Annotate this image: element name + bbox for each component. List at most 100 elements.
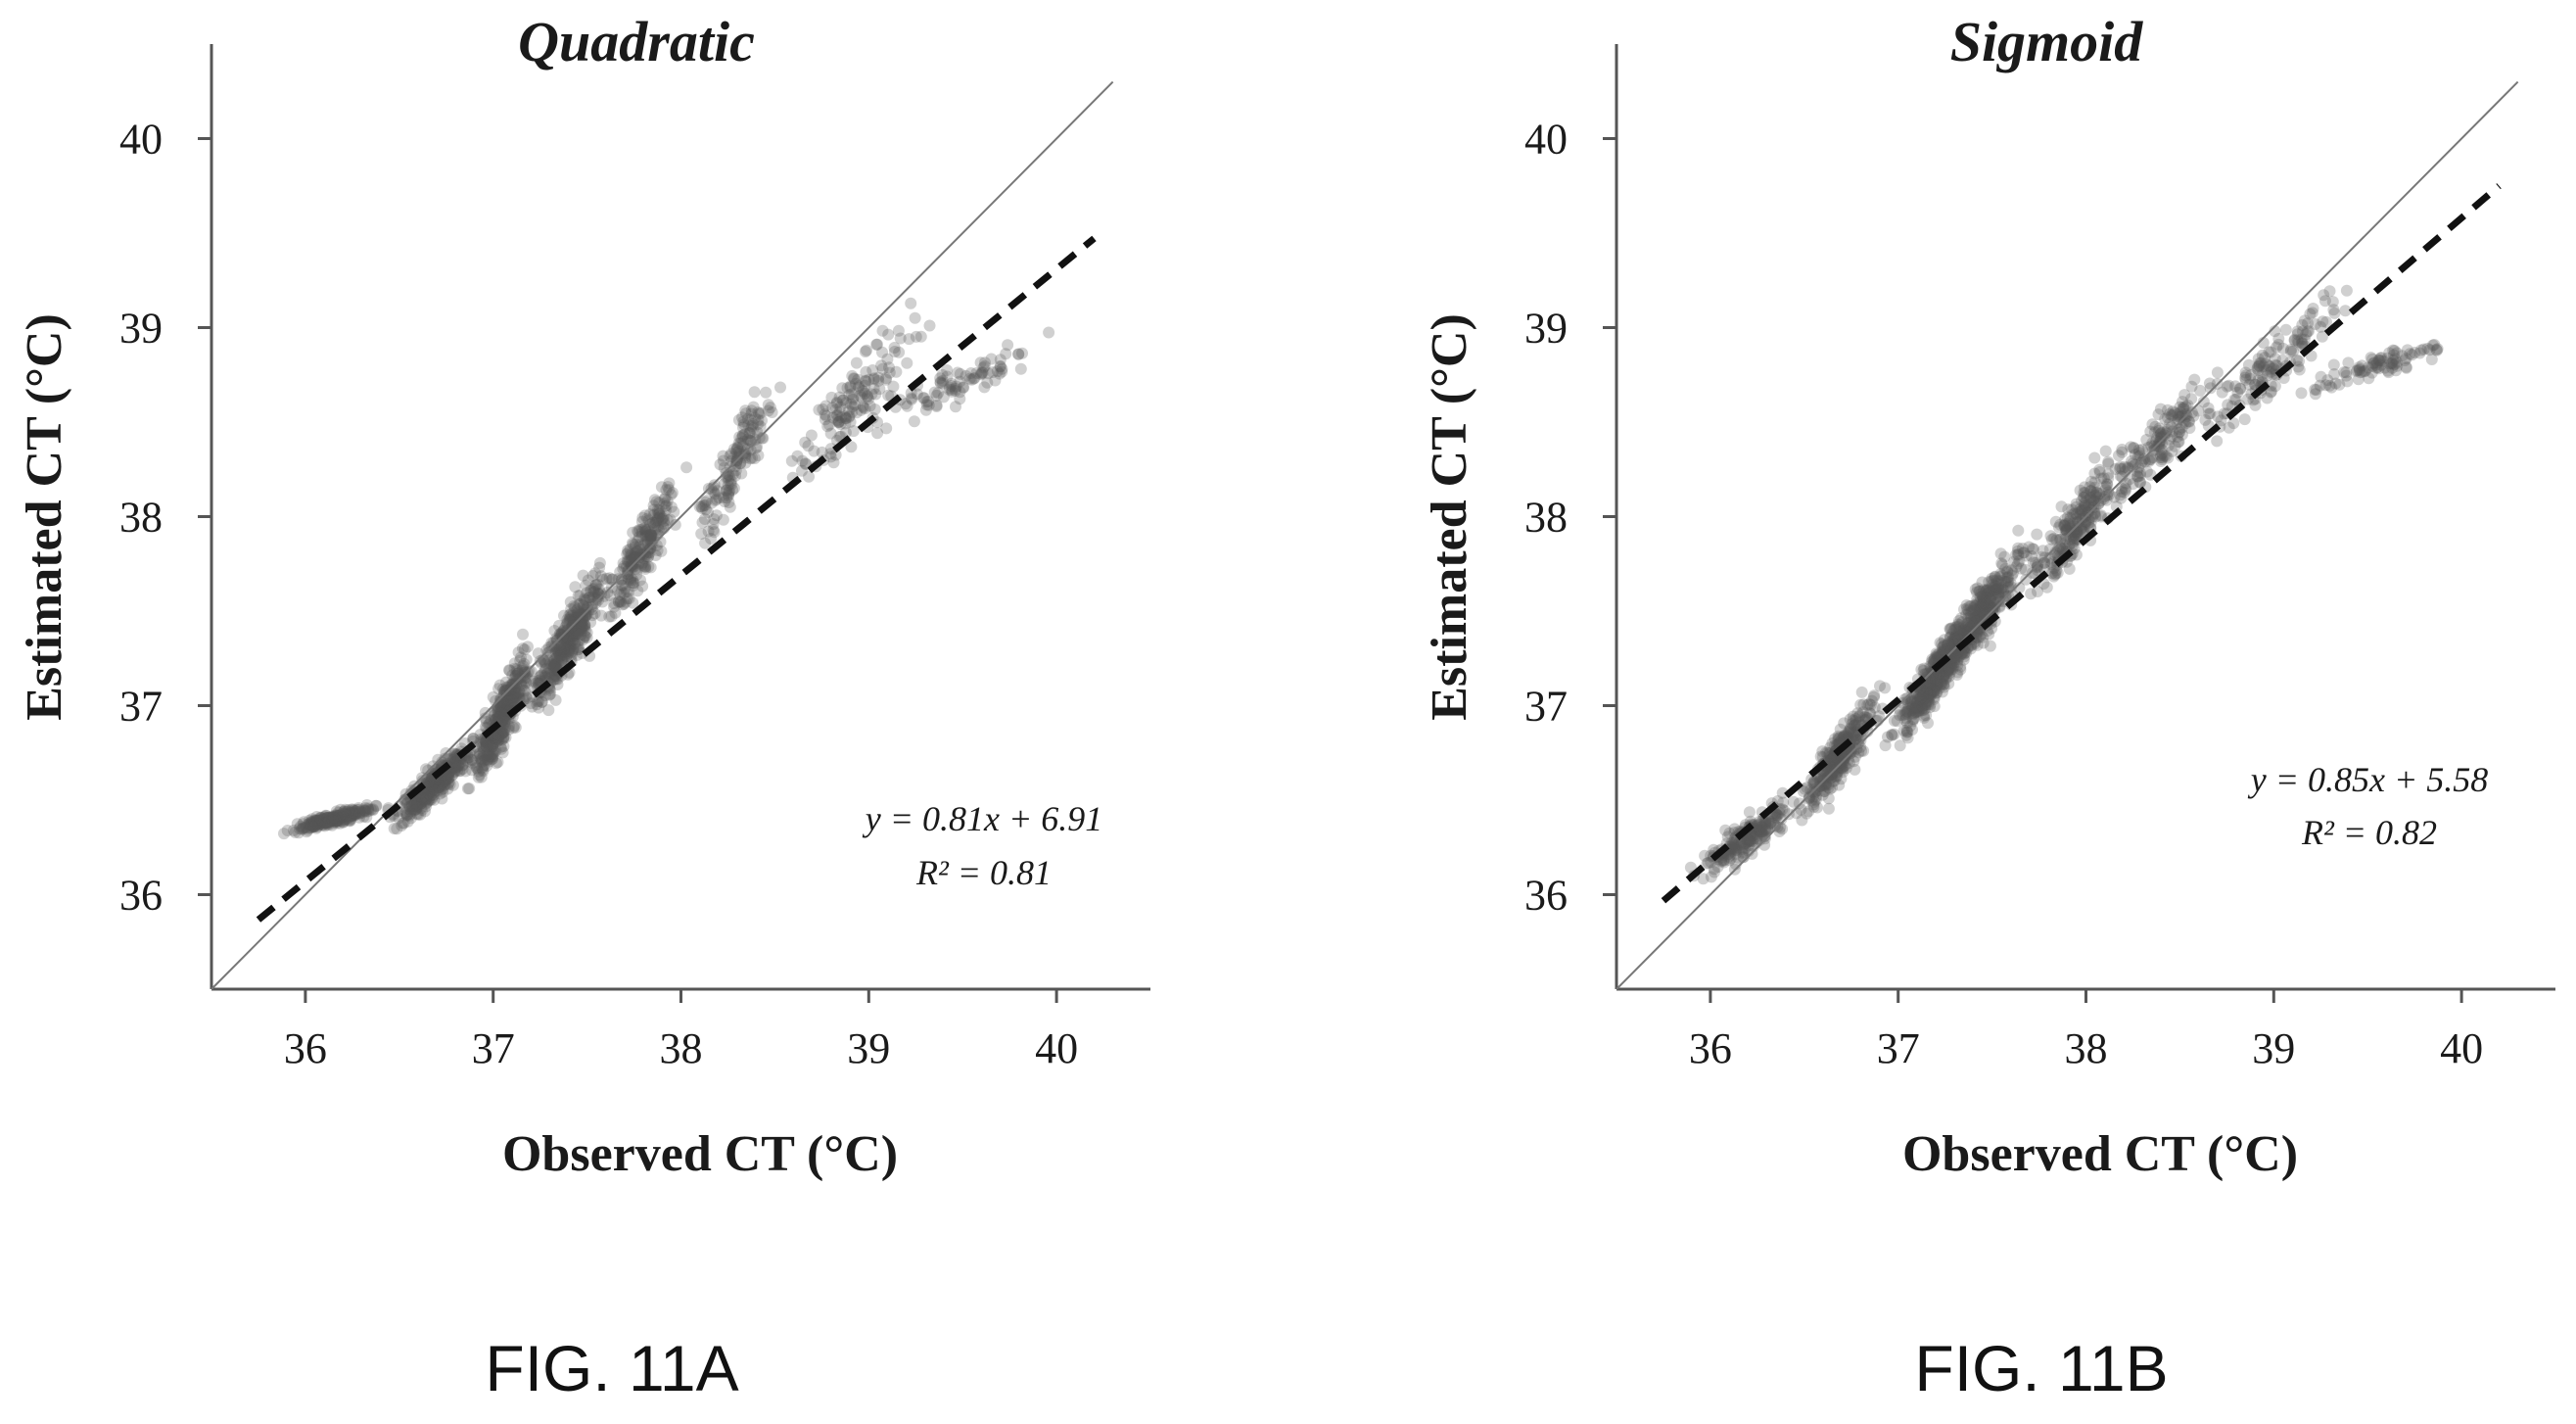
- data-point: [347, 804, 358, 816]
- data-point: [470, 759, 482, 772]
- data-point: [426, 779, 439, 790]
- data-point: [1920, 709, 1933, 722]
- data-point: [518, 657, 531, 670]
- data-point: [427, 786, 440, 799]
- data-point: [501, 692, 514, 705]
- data-point: [591, 591, 604, 603]
- data-point: [954, 393, 966, 405]
- data-point: [717, 450, 729, 462]
- data-point: [321, 816, 334, 829]
- data-point: [306, 820, 319, 831]
- data-point: [315, 814, 328, 827]
- data-point: [707, 481, 720, 494]
- data-point: [553, 643, 566, 656]
- data-point: [442, 783, 454, 795]
- data-point: [454, 765, 467, 777]
- data-point: [446, 761, 459, 774]
- data-point: [348, 804, 360, 817]
- data-point: [299, 822, 311, 834]
- data-point: [2045, 567, 2058, 580]
- data-point: [478, 754, 491, 767]
- data-point: [499, 684, 512, 696]
- data-point: [431, 776, 444, 788]
- data-point: [639, 530, 652, 543]
- data-point: [415, 793, 428, 806]
- data-point: [506, 678, 519, 690]
- data-point: [311, 821, 324, 833]
- data-point: [303, 819, 315, 831]
- data-point: [512, 646, 525, 659]
- data-point: [936, 374, 949, 387]
- data-point: [496, 727, 509, 739]
- data-point: [589, 579, 602, 592]
- data-point: [657, 510, 670, 523]
- data-point: [435, 781, 446, 792]
- data-point: [534, 671, 546, 684]
- data-point: [318, 813, 331, 826]
- data-point: [477, 737, 490, 749]
- data-point: [410, 798, 423, 811]
- data-point: [456, 763, 469, 776]
- data-point: [547, 661, 560, 674]
- data-point: [549, 641, 561, 653]
- data-point: [549, 652, 561, 665]
- data-point: [512, 688, 525, 700]
- data-point: [494, 740, 507, 753]
- data-point: [839, 426, 852, 439]
- data-point: [500, 693, 513, 706]
- data-point: [839, 417, 852, 430]
- data-point: [320, 817, 333, 830]
- data-point: [867, 372, 880, 385]
- data-point: [311, 817, 323, 830]
- data-point: [2005, 564, 2018, 577]
- data-point: [326, 811, 339, 824]
- data-point: [472, 765, 485, 778]
- data-point: [723, 490, 734, 502]
- data-point: [580, 579, 592, 592]
- data-point: [487, 733, 499, 744]
- data-point: [720, 484, 732, 497]
- data-point: [561, 613, 574, 626]
- data-point: [431, 782, 444, 794]
- data-point: [861, 391, 873, 403]
- data-point: [901, 356, 913, 369]
- data-point: [517, 684, 530, 696]
- data-point: [336, 811, 349, 824]
- data-point: [561, 637, 573, 649]
- data-point: [568, 614, 581, 627]
- data-point: [487, 690, 499, 703]
- data-point: [341, 809, 353, 822]
- data-point: [519, 675, 532, 688]
- data-point: [321, 812, 334, 824]
- data-point: [302, 824, 314, 836]
- data-point: [555, 627, 568, 640]
- data-point: [508, 688, 521, 699]
- data-point: [1745, 834, 1757, 847]
- data-point: [579, 630, 591, 642]
- data-point: [329, 809, 342, 822]
- data-point: [510, 680, 522, 692]
- data-point: [919, 403, 932, 416]
- data-point: [680, 461, 693, 474]
- data-point: [569, 601, 582, 614]
- data-point: [351, 807, 362, 820]
- data-point: [443, 772, 455, 784]
- data-point: [336, 810, 348, 823]
- data-point: [411, 795, 424, 808]
- data-point: [496, 727, 509, 738]
- data-point: [643, 508, 656, 521]
- data-point: [443, 772, 455, 784]
- data-point: [854, 389, 866, 402]
- data-point: [653, 503, 666, 516]
- data-point: [872, 374, 885, 387]
- data-point: [342, 812, 354, 825]
- data-point: [340, 810, 352, 823]
- data-point: [639, 529, 652, 542]
- data-point: [977, 361, 990, 374]
- data-point: [574, 590, 586, 601]
- data-point: [727, 482, 740, 495]
- data-point: [993, 367, 1006, 380]
- data-point: [1910, 700, 1923, 713]
- data-point: [744, 452, 757, 465]
- data-point: [425, 793, 438, 806]
